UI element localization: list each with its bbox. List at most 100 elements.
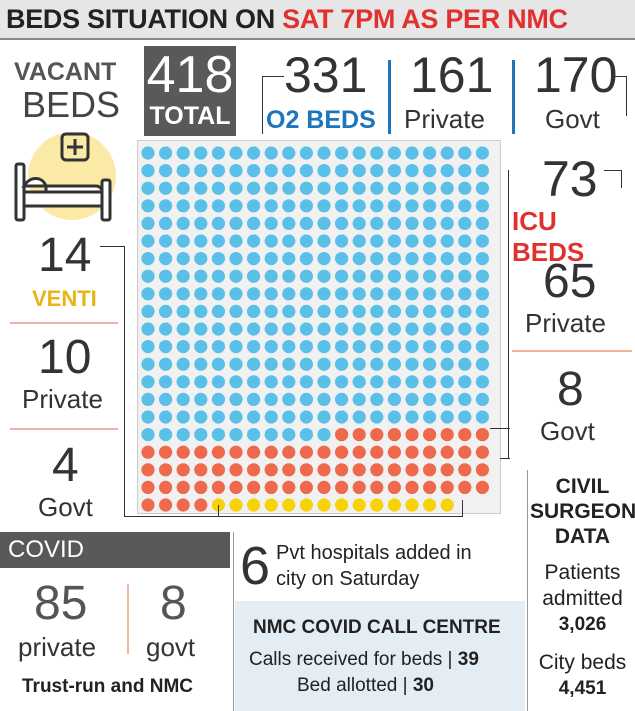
icu-bed-dot xyxy=(282,445,296,459)
o2-bed-dot xyxy=(370,322,384,336)
page-title: BEDS SITUATION ON SAT 7PM AS PER NMC xyxy=(6,4,568,35)
total-label: TOTAL xyxy=(149,102,231,130)
bed-dot-grid xyxy=(137,140,501,514)
civil-surgeon-title: CIVIL SURGEON DATA xyxy=(530,474,635,549)
venti-bed-dot xyxy=(229,498,243,512)
o2-bed-dot xyxy=(423,287,437,301)
icu-value: 73 xyxy=(542,151,598,207)
civil-line-1: CIVIL xyxy=(555,475,610,498)
o2-bed-dot xyxy=(317,216,331,230)
calls-received: Calls received for beds | 39 xyxy=(249,649,479,671)
o2-govt-value: 170 xyxy=(534,47,618,103)
icu-bed-dot xyxy=(282,463,296,477)
o2-bed-dot xyxy=(282,199,296,213)
o2-bed-dot xyxy=(440,375,454,389)
o2-bed-dot xyxy=(159,269,173,283)
o2-bed-dot xyxy=(229,392,243,406)
o2-bed-dot xyxy=(282,181,296,195)
icu-private-value: 65 xyxy=(543,255,597,308)
o2-bed-dot xyxy=(211,392,225,406)
o2-bed-dot xyxy=(264,199,278,213)
o2-bed-dot xyxy=(370,252,384,266)
o2-bed-dot xyxy=(352,216,366,230)
icu-bed-dot xyxy=(475,463,489,477)
patients-line-2: admitted xyxy=(542,587,623,610)
o2-bed-dot xyxy=(264,428,278,442)
o2-bed-dot xyxy=(387,375,401,389)
o2-bed-dot xyxy=(159,252,173,266)
o2-bed-dot xyxy=(176,252,190,266)
o2-bed-dot xyxy=(194,340,208,354)
o2-bed-dot xyxy=(176,287,190,301)
icu-bed-dot xyxy=(423,428,437,442)
o2-bed-dot xyxy=(264,375,278,389)
pvt-added-line1: Pvt hospitals added in xyxy=(276,542,472,564)
total-value: 418 xyxy=(146,46,234,104)
o2-bed-dot xyxy=(335,146,349,160)
o2-bed-dot xyxy=(387,304,401,318)
venti-value: 14 xyxy=(38,229,92,282)
o2-bed-dot xyxy=(387,164,401,178)
icu-bed-dot xyxy=(387,480,401,494)
o2-bed-dot xyxy=(317,181,331,195)
o2-bed-dot xyxy=(299,269,313,283)
o2-bed-dot xyxy=(475,181,489,195)
o2-bed-dot xyxy=(317,375,331,389)
o2-bed-dot xyxy=(141,181,155,195)
o2-bed-dot xyxy=(211,216,225,230)
o2-bed-dot xyxy=(387,146,401,160)
o2-bed-dot xyxy=(141,340,155,354)
o2-bed-dot xyxy=(299,322,313,336)
title-part-2: SAT 7PM AS PER NMC xyxy=(282,4,568,34)
o2-bed-dot xyxy=(141,357,155,371)
vacant-label: VACANT xyxy=(14,58,117,86)
o2-bed-dot xyxy=(159,392,173,406)
o2-bed-dot xyxy=(247,322,261,336)
civil-line-2: SURGEON xyxy=(530,500,635,523)
icu-bed-dot xyxy=(211,480,225,494)
icu-bed-dot xyxy=(458,445,472,459)
covid-private-value: 85 xyxy=(34,577,88,630)
o2-bed-dot xyxy=(458,164,472,178)
o2-bed-dot xyxy=(176,199,190,213)
o2-bed-dot xyxy=(159,146,173,160)
icu-bracket-bottom xyxy=(500,458,510,459)
o2-bed-dot xyxy=(299,428,313,442)
o2-bed-dot xyxy=(194,375,208,389)
o2-bed-dot xyxy=(264,252,278,266)
o2-bed-dot xyxy=(141,269,155,283)
patients-admitted: Patients admitted 3,026 xyxy=(530,560,635,638)
venti-private-value: 10 xyxy=(38,331,92,384)
o2-bed-dot xyxy=(194,216,208,230)
icu-bed-dot xyxy=(264,480,278,494)
o2-bed-dot xyxy=(475,146,489,160)
hospital-bed-icon xyxy=(10,128,122,226)
o2-bed-dot xyxy=(229,146,243,160)
venti-bed-dot xyxy=(282,498,296,512)
o2-bed-dot xyxy=(317,269,331,283)
o2-bed-dot xyxy=(159,216,173,230)
o2-bed-dot xyxy=(405,216,419,230)
o2-bed-dot xyxy=(405,287,419,301)
o2-bed-dot xyxy=(282,410,296,424)
covid-govt-label: govt xyxy=(146,632,196,662)
o2-bed-dot xyxy=(282,146,296,160)
o2-bed-dot xyxy=(264,146,278,160)
o2-bed-dot xyxy=(159,340,173,354)
o2-bed-dot xyxy=(141,164,155,178)
o2-bed-dot xyxy=(440,252,454,266)
venti-bed-dot xyxy=(299,498,313,512)
icu-bed-dot xyxy=(370,480,384,494)
icu-bed-dot xyxy=(229,463,243,477)
call-centre-title: NMC COVID CALL CENTRE xyxy=(253,617,501,638)
o2-bed-dot xyxy=(335,252,349,266)
icu-bed-dot xyxy=(159,498,173,512)
o2-bed-dot xyxy=(423,234,437,248)
o2-bed-dot xyxy=(299,357,313,371)
o2-bed-dot xyxy=(264,340,278,354)
icu-bed-dot xyxy=(352,428,366,442)
o2-bed-dot xyxy=(299,216,313,230)
o2-bed-dot xyxy=(194,322,208,336)
o2-bed-dot xyxy=(247,304,261,318)
icu-govt-value: 8 xyxy=(557,363,584,416)
